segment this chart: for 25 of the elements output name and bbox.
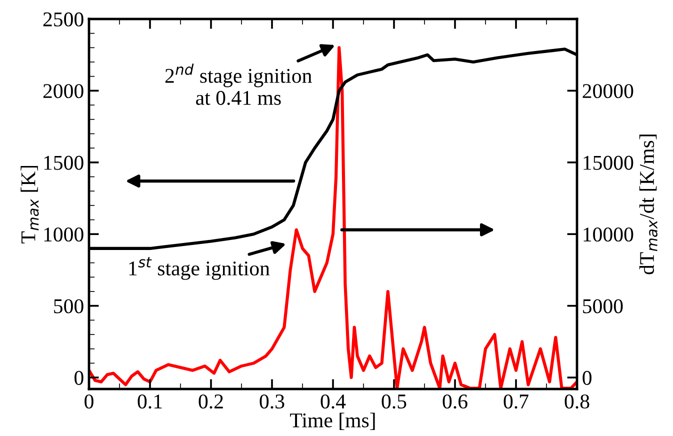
x-axis-title: Time [ms] [290, 412, 375, 430]
x-tick-label: 0.3 [260, 394, 284, 409]
annotation: 1$^{st}$ stage ignition [129, 257, 270, 280]
x-tick-label: 0 [84, 394, 94, 409]
annotation: 2$^{nd}$ stage ignition at 0.41 ms [165, 64, 312, 106]
x-tick-label: 0.1 [138, 394, 162, 409]
y2-tick-label: 0 [582, 370, 592, 385]
x-tick-label: 0.5 [382, 394, 406, 409]
y2-axis-title: dT$_{max}$/dt [K/ms] [639, 134, 658, 274]
y2-tick-label: 10000 [584, 227, 634, 242]
y-axis-title: T$_{max}$ [K] [20, 166, 39, 244]
x-tick-label: 0.6 [442, 394, 468, 409]
y-tick-label: 500 [54, 299, 84, 314]
y-tick-label: 2000 [43, 84, 84, 98]
x-tick-label: 0.8 [564, 394, 590, 409]
y-tick-label: 1000 [44, 227, 84, 242]
y2-tick-label: 20000 [582, 84, 634, 98]
x-tick-label: 0.4 [320, 394, 346, 409]
x-tick-label: 0.2 [198, 394, 223, 409]
x-tick-label: 0.7 [504, 394, 528, 409]
y-tick-label: 0 [74, 370, 84, 385]
y-tick-label: 2500 [43, 12, 84, 26]
y-tick-label: 1500 [44, 156, 84, 170]
y2-tick-label: 5000 [583, 299, 623, 314]
y2-tick-label: 15000 [584, 156, 634, 170]
